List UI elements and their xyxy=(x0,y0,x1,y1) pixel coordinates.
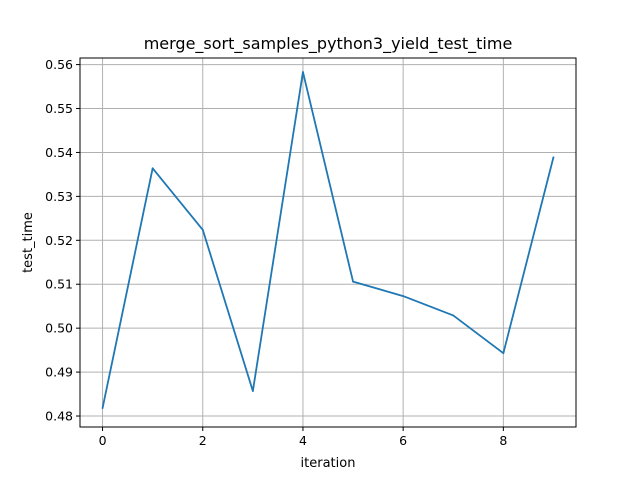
y-tick-label: 0.50 xyxy=(45,321,73,336)
y-tick-label: 0.54 xyxy=(45,145,73,160)
axis-ticks: 0 2 4 6 8 0.48 0.49 0.50 0.51 0.52 0.53 0.54 0.55 0.5… xyxy=(45,57,507,448)
x-tick-label: 8 xyxy=(499,433,507,448)
y-tick-label: 0.52 xyxy=(45,233,73,248)
data-point xyxy=(552,156,555,159)
y-tick-label: 0.48 xyxy=(45,409,73,424)
y-axis-label: test_time xyxy=(21,212,36,273)
data-point xyxy=(251,390,254,392)
data-point xyxy=(302,71,304,73)
y-tick-label: 0.51 xyxy=(45,277,73,292)
series-layer xyxy=(101,71,555,410)
data-point xyxy=(402,295,405,297)
y-tick-label: 0.55 xyxy=(45,101,73,116)
y-tick-label: 0.56 xyxy=(45,57,73,72)
x-tick-label: 2 xyxy=(199,433,207,448)
x-tick-label: 4 xyxy=(299,433,307,448)
y-tick-label: 0.49 xyxy=(45,365,73,380)
data-point xyxy=(352,280,354,283)
x-axis-label: iteration xyxy=(301,456,356,471)
series-line xyxy=(101,71,555,409)
data-point xyxy=(502,352,505,355)
plot-area-frame xyxy=(79,57,577,428)
data-point xyxy=(452,314,455,317)
chart-title: merge_sort_samples_python3_yield_test_ti… xyxy=(144,34,513,54)
data-point xyxy=(201,228,204,231)
data-point xyxy=(101,407,104,410)
data-point xyxy=(151,167,154,170)
x-tick-label: 6 xyxy=(399,433,407,448)
x-tick-label: 0 xyxy=(99,433,107,448)
y-tick-label: 0.53 xyxy=(45,189,73,204)
grid-lines xyxy=(80,58,576,427)
